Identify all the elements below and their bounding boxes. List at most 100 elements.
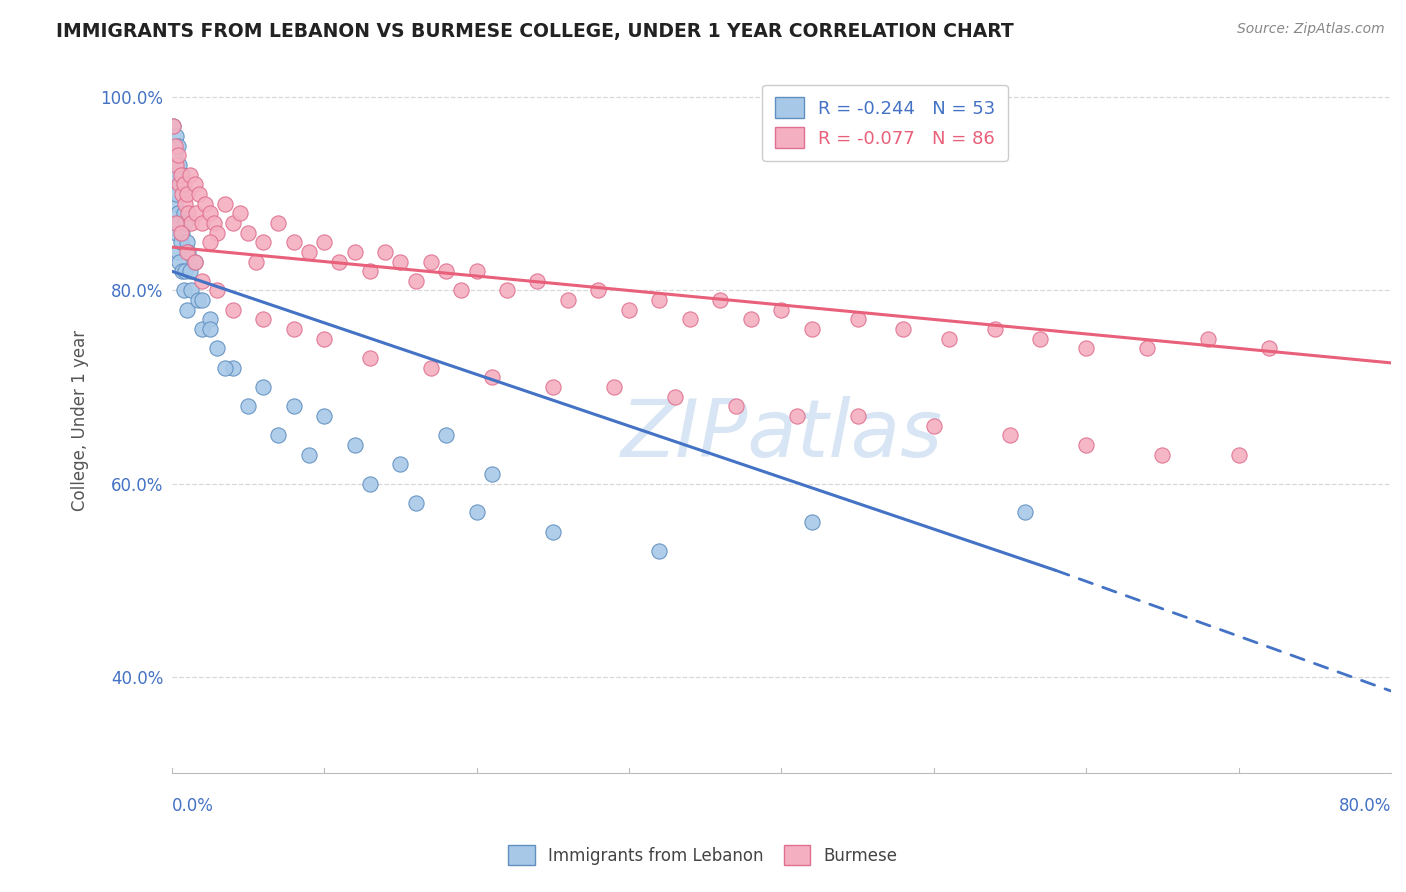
Point — [184, 206, 207, 220]
Point — [163, 148, 186, 162]
Point — [1076, 342, 1098, 356]
Point — [252, 235, 274, 250]
Point — [176, 186, 198, 201]
Point — [359, 476, 381, 491]
Point — [298, 448, 321, 462]
Point — [1014, 506, 1036, 520]
Point — [800, 322, 823, 336]
Point — [481, 370, 503, 384]
Point — [166, 138, 188, 153]
Point — [198, 235, 221, 250]
Point — [173, 206, 195, 220]
Point — [165, 216, 187, 230]
Point — [183, 254, 205, 268]
Point — [998, 428, 1021, 442]
Point — [245, 254, 267, 268]
Point — [172, 168, 194, 182]
Point — [180, 216, 202, 230]
Point — [252, 380, 274, 394]
Point — [419, 360, 441, 375]
Point — [174, 196, 197, 211]
Point — [648, 544, 671, 558]
Point — [1136, 342, 1159, 356]
Text: 0.0%: 0.0% — [172, 797, 214, 815]
Point — [786, 409, 808, 423]
Point — [328, 254, 350, 268]
Point — [343, 438, 366, 452]
Point — [1076, 438, 1098, 452]
Text: ZIPatlas: ZIPatlas — [620, 396, 942, 474]
Point — [169, 178, 191, 192]
Point — [207, 284, 229, 298]
Point — [194, 196, 217, 211]
Point — [314, 409, 336, 423]
Point — [496, 284, 519, 298]
Point — [165, 186, 187, 201]
Point — [526, 274, 548, 288]
Point — [187, 293, 209, 307]
Point — [419, 254, 441, 268]
Point — [602, 380, 624, 394]
Point — [191, 274, 214, 288]
Point — [664, 390, 686, 404]
Point — [450, 284, 472, 298]
Point — [283, 322, 305, 336]
Point — [170, 178, 193, 192]
Point — [221, 216, 243, 230]
Legend: R = -0.244   N = 53, R = -0.077   N = 86: R = -0.244 N = 53, R = -0.077 N = 86 — [762, 85, 1008, 161]
Point — [179, 168, 201, 182]
Point — [170, 168, 193, 182]
Point — [176, 244, 198, 259]
Point — [172, 264, 194, 278]
Point — [173, 284, 195, 298]
Point — [173, 178, 195, 192]
Point — [1029, 332, 1052, 346]
Point — [405, 274, 427, 288]
Point — [465, 506, 488, 520]
Point — [298, 244, 321, 259]
Point — [1197, 332, 1219, 346]
Point — [166, 206, 188, 220]
Point — [648, 293, 671, 307]
Point — [236, 399, 259, 413]
Point — [343, 244, 366, 259]
Point — [207, 226, 229, 240]
Point — [214, 196, 236, 211]
Point — [165, 226, 187, 240]
Point — [314, 235, 336, 250]
Point — [188, 186, 211, 201]
Point — [770, 302, 793, 317]
Point — [252, 312, 274, 326]
Point — [236, 226, 259, 240]
Point — [891, 322, 914, 336]
Point — [541, 524, 564, 539]
Point — [170, 226, 193, 240]
Point — [198, 322, 221, 336]
Point — [166, 148, 188, 162]
Point — [177, 206, 200, 220]
Point — [283, 399, 305, 413]
Point — [163, 138, 186, 153]
Point — [679, 312, 702, 326]
Point — [314, 332, 336, 346]
Point — [169, 158, 191, 172]
Point — [588, 284, 610, 298]
Point — [983, 322, 1005, 336]
Point — [229, 206, 252, 220]
Point — [162, 120, 184, 134]
Point — [359, 264, 381, 278]
Point — [165, 158, 187, 172]
Point — [198, 312, 221, 326]
Point — [1152, 448, 1174, 462]
Point — [434, 264, 457, 278]
Point — [165, 129, 187, 144]
Point — [389, 254, 412, 268]
Point — [922, 418, 945, 433]
Point — [191, 293, 214, 307]
Point — [541, 380, 564, 394]
Point — [169, 254, 191, 268]
Point — [183, 178, 205, 192]
Point — [179, 264, 201, 278]
Point — [800, 515, 823, 529]
Point — [172, 226, 194, 240]
